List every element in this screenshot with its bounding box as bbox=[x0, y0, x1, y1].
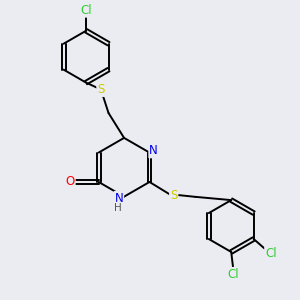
Text: Cl: Cl bbox=[265, 247, 277, 260]
Text: Cl: Cl bbox=[80, 4, 92, 16]
Text: O: O bbox=[65, 176, 75, 188]
Text: S: S bbox=[170, 189, 177, 202]
Text: N: N bbox=[149, 144, 158, 158]
Text: H: H bbox=[114, 203, 122, 213]
Text: S: S bbox=[97, 83, 105, 96]
Text: N: N bbox=[115, 192, 123, 205]
Text: Cl: Cl bbox=[227, 268, 239, 281]
